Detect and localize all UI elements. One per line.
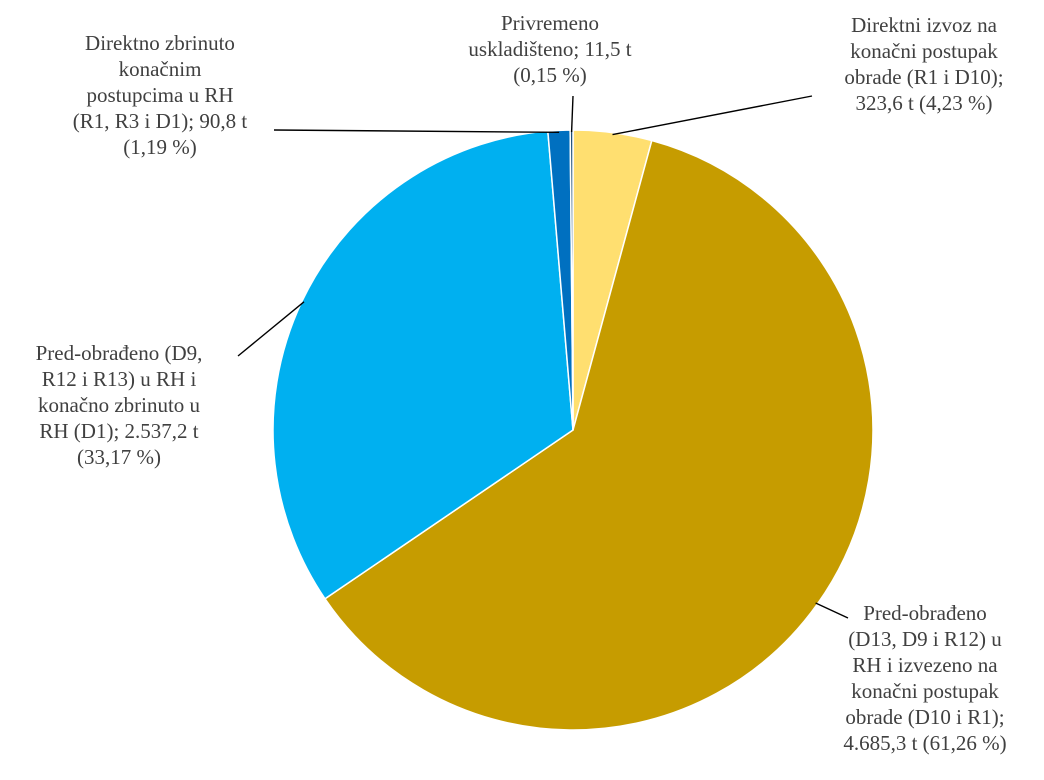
pie-slices bbox=[272, 129, 874, 731]
data-label-preprocessed-disposed-rh: Pred-obrađeno (D9, R12 i R13) u RH i kon… bbox=[35, 341, 203, 469]
data-label-preprocessed-exported: Pred-obrađeno (D13, D9 i R12) u RH i izv… bbox=[843, 601, 1007, 755]
leader-lines bbox=[237, 95, 849, 619]
leader-line-direct-export bbox=[612, 95, 813, 136]
pie-slice-preprocessed-disposed-rh bbox=[272, 130, 574, 600]
leader-line-direct-disposal-rh bbox=[273, 129, 560, 133]
leader-line-preprocessed-exported bbox=[815, 602, 849, 619]
leader-line-preprocessed-disposed-rh bbox=[237, 301, 305, 357]
data-label-direct-disposal-rh: Direktno zbrinuto konačnim postupcima u … bbox=[72, 31, 248, 159]
leader-line-temporary-storage bbox=[570, 95, 574, 133]
data-label-temporary-storage: Privremeno uskladišteno; 11,5 t (0,15 %) bbox=[468, 11, 632, 87]
data-label-direct-export: Direktni izvoz na konačni postupak obrad… bbox=[844, 13, 1004, 115]
